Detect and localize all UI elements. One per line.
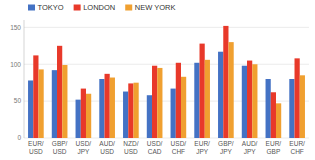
- bar: [52, 70, 57, 138]
- x-tick-label: USD/CHF: [171, 140, 187, 155]
- bar: [223, 26, 228, 138]
- x-tick-label: GBP/JPY: [218, 140, 234, 155]
- grid-line: [24, 64, 309, 65]
- y-tick-label: 50: [14, 97, 22, 104]
- x-tick-label-line: USD/: [147, 140, 163, 147]
- bar: [62, 65, 67, 138]
- bar: [300, 75, 305, 138]
- bar: [57, 46, 62, 138]
- legend-label: TOKYO: [38, 3, 64, 12]
- bar: [266, 79, 271, 138]
- x-tick-label: USD/JPY: [76, 140, 92, 155]
- x-tick-label-line: EUR/: [289, 140, 305, 147]
- bar: [133, 83, 138, 138]
- bar: [271, 92, 276, 138]
- legend: TOKYO LONDON NEW YORK: [28, 3, 175, 12]
- bars-group: [28, 26, 305, 138]
- x-tick-label-line: AUD/: [242, 140, 258, 147]
- bar: [110, 78, 115, 138]
- x-tick-label-line: USD: [53, 148, 67, 155]
- grid-line: [24, 27, 309, 28]
- y-tick-label: 0: [17, 134, 21, 141]
- x-tick-label-line: EUR/: [28, 140, 44, 147]
- bar: [252, 64, 257, 138]
- legend-label: NEW YORK: [135, 3, 176, 12]
- x-tick-label-line: AUD/: [99, 140, 115, 147]
- bar: [194, 63, 199, 138]
- x-tick-label-line: USD/: [171, 140, 187, 147]
- x-tick-label-line: JPY: [244, 148, 257, 155]
- bar: [81, 89, 86, 138]
- bar: [218, 52, 223, 138]
- bar: [147, 95, 152, 138]
- bar: [242, 66, 247, 138]
- bar: [171, 89, 176, 138]
- x-tick-label: EUR/USD: [28, 140, 44, 155]
- x-tick-label: AUD/JPY: [242, 140, 258, 155]
- x-tick-label-line: CHF: [172, 148, 185, 155]
- x-tick-label-line: JPY: [77, 148, 90, 155]
- x-tick-label-line: USD: [124, 148, 138, 155]
- x-tick-label: GBP/USD: [52, 140, 68, 155]
- x-tick-label: EUR/CHF: [289, 140, 305, 155]
- x-tick-label-line: EUR/: [194, 140, 210, 147]
- bar: [33, 55, 38, 138]
- legend-swatch: [125, 5, 132, 11]
- x-tick-label-line: NZD/: [123, 140, 138, 147]
- y-tick-label: 150: [10, 24, 21, 31]
- legend-swatch: [74, 5, 81, 11]
- bar: [128, 83, 133, 138]
- bar: [200, 44, 205, 138]
- x-tick-label: USD/CAD: [147, 140, 163, 155]
- x-tick-label-line: GBP: [267, 148, 281, 155]
- x-tick-label: EUR/JPY: [194, 140, 210, 155]
- x-tick-label-line: JPY: [196, 148, 209, 155]
- x-tick-label-line: USD/: [76, 140, 92, 147]
- bar: [295, 58, 300, 138]
- bar: [123, 92, 128, 138]
- bar: [86, 94, 91, 138]
- bar: [276, 103, 281, 138]
- x-tick-label-line: JPY: [220, 148, 233, 155]
- y-tick-label: 100: [10, 61, 21, 68]
- bar: [157, 68, 162, 138]
- chart-svg: 050100150EUR/USDGBP/USDUSD/JPYAUD/USDNZD…: [0, 0, 315, 160]
- y-axis-line: [24, 20, 25, 138]
- bar: [205, 60, 210, 138]
- bar: [28, 80, 33, 138]
- bar: [247, 61, 252, 138]
- x-tick-label-line: USD: [29, 148, 43, 155]
- bar: [38, 69, 43, 138]
- x-tick-label: EUR/GBP: [266, 140, 282, 155]
- x-tick-label-line: CHF: [290, 148, 303, 155]
- legend-swatch: [28, 5, 35, 11]
- bar: [289, 79, 294, 138]
- x-tick-label: AUD/USD: [99, 140, 115, 155]
- legend-label: LONDON: [83, 3, 115, 12]
- x-tick-label-line: EUR/: [266, 140, 282, 147]
- bar: [228, 42, 233, 138]
- x-tick-label-line: CAD: [148, 148, 162, 155]
- x-tick-label-line: GBP/: [218, 140, 234, 147]
- bar: [99, 79, 104, 138]
- bar: [181, 77, 186, 138]
- x-tick-label-line: USD: [100, 148, 114, 155]
- bar: [176, 63, 181, 138]
- bar: [152, 66, 157, 138]
- chart-container: 050100150EUR/USDGBP/USDUSD/JPYAUD/USDNZD…: [0, 0, 315, 160]
- bar: [76, 100, 81, 138]
- bar: [105, 74, 110, 138]
- x-tick-label: NZD/USD: [123, 140, 138, 155]
- x-tick-label-line: GBP/: [52, 140, 68, 147]
